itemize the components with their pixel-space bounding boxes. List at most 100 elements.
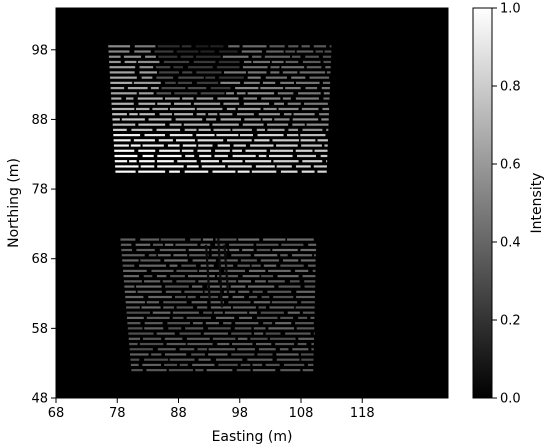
scan-segment	[157, 348, 176, 351]
scan-segment	[269, 45, 285, 48]
scan-segment	[313, 165, 327, 168]
scan-segment	[146, 316, 170, 320]
scan-segment	[108, 50, 130, 53]
scan-segment	[307, 363, 314, 367]
colorbar-tick-label: 1.0	[500, 2, 521, 17]
scan-segment	[267, 280, 285, 283]
scan-segment	[129, 113, 138, 116]
y-tick-label: 98	[31, 43, 48, 58]
scan-segment	[252, 363, 263, 367]
scan-segment	[165, 81, 176, 84]
scan-segment	[226, 107, 236, 111]
scan-segment	[280, 170, 298, 173]
scan-segment	[218, 60, 240, 64]
scan-segment	[271, 60, 284, 64]
scan-segment	[251, 264, 261, 267]
scan-segment	[114, 154, 138, 158]
scan-segment	[287, 238, 314, 241]
scan-segment	[123, 275, 139, 278]
scan-segment	[126, 311, 150, 314]
scan-segment	[302, 369, 314, 372]
scan-segment	[213, 311, 223, 314]
scan-segment	[187, 86, 207, 90]
scan-segment	[260, 311, 284, 314]
scan-segment	[238, 290, 250, 293]
scan-segment	[272, 139, 299, 142]
scan-segment	[295, 322, 314, 325]
scan-segment	[220, 295, 229, 299]
scan-segment	[113, 133, 141, 137]
scan-segment	[156, 92, 172, 95]
scan-segment	[169, 264, 178, 267]
scan-segment	[190, 238, 201, 241]
scan-segment	[229, 243, 254, 246]
scan-segment	[228, 45, 240, 48]
scan-segment	[311, 342, 314, 346]
scan-segment	[170, 275, 185, 278]
scan-segment	[167, 322, 191, 325]
scan-segment	[278, 107, 299, 111]
scan-segment	[288, 128, 299, 131]
scan-segment	[317, 170, 327, 173]
scan-segment	[176, 280, 196, 283]
scan-segment	[315, 50, 323, 53]
x-axis: 68 78 88 98 108 118	[48, 398, 375, 421]
scan-segment	[159, 113, 173, 116]
scan-segment	[109, 66, 136, 69]
scan-segment	[260, 86, 284, 90]
scan-segment	[191, 353, 205, 356]
scan-segment	[208, 353, 228, 356]
scan-segment	[154, 50, 174, 53]
scan-segment	[261, 295, 270, 299]
scan-segment	[207, 285, 229, 288]
scan-segment	[311, 348, 314, 351]
scan-segment	[232, 295, 245, 299]
scan-segment	[110, 81, 133, 84]
scan-segment	[257, 133, 284, 137]
scan-segment	[297, 154, 316, 158]
scan-segment	[240, 363, 251, 367]
scan-segment	[292, 118, 319, 121]
scan-segment	[253, 60, 271, 64]
scan-segment	[129, 342, 138, 346]
scan-segment	[282, 71, 298, 74]
scan-segment	[200, 243, 211, 246]
scan-segment	[222, 160, 243, 163]
scan-segment	[203, 332, 228, 335]
scan-segment	[205, 76, 216, 79]
scan-segment	[216, 133, 239, 137]
x-tick-label: 78	[109, 406, 126, 421]
scan-segment	[276, 353, 299, 356]
scan-segment	[129, 348, 153, 351]
scan-segment	[242, 275, 260, 278]
x-tick-label: 88	[170, 406, 187, 421]
scan-segment	[221, 280, 237, 283]
scan-region-south-scan	[120, 238, 317, 372]
scan-segment	[231, 342, 253, 346]
scan-segment	[181, 264, 196, 267]
scan-segment	[268, 327, 295, 330]
scan-segment	[155, 66, 171, 69]
scan-segment	[159, 149, 180, 152]
scan-segment	[176, 139, 195, 142]
scan-segment	[174, 295, 186, 299]
scan-segment	[169, 133, 193, 137]
scan-segment	[148, 118, 172, 121]
scan-segment	[241, 50, 262, 53]
y-tick-label: 58	[31, 322, 48, 337]
scan-segment	[169, 107, 195, 111]
scan-segment	[204, 290, 222, 293]
scan-segment	[322, 81, 331, 84]
scan-segment	[215, 243, 226, 246]
scan-segment	[139, 160, 155, 163]
scan-segment	[174, 113, 194, 116]
scan-segment	[183, 123, 210, 126]
scan-segment	[305, 55, 319, 58]
scan-segment	[321, 118, 329, 121]
scan-segment	[283, 113, 292, 116]
scan-segment	[159, 71, 179, 74]
scan-segment	[127, 86, 148, 90]
scan-segment	[161, 86, 186, 90]
scan-segment	[136, 285, 162, 288]
